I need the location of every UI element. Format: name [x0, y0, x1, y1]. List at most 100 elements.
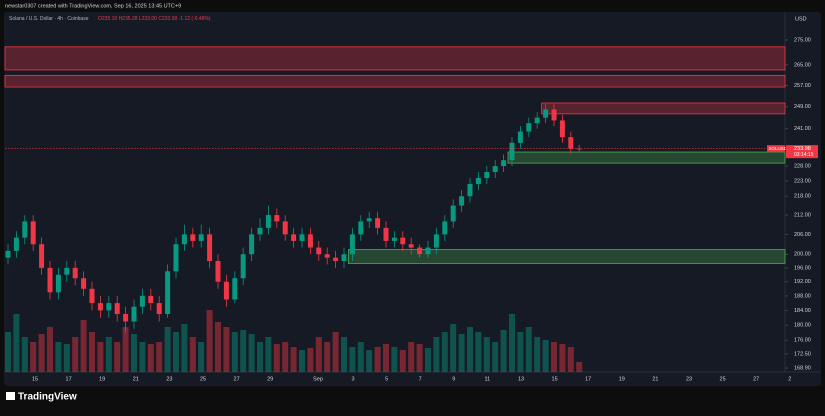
- volume-bar: [441, 332, 448, 372]
- y-tick-label: 257.00: [794, 83, 811, 89]
- volume-bar: [509, 314, 515, 372]
- y-tick-label: 228.00: [794, 164, 811, 170]
- x-tick-label: Sep: [313, 376, 323, 382]
- candle-body: [265, 215, 271, 228]
- candle-body: [492, 166, 498, 172]
- volume-bar: [55, 342, 62, 372]
- candle-body: [484, 171, 490, 178]
- candle-body: [576, 148, 582, 150]
- volume-bar: [534, 337, 541, 372]
- volume-bar: [542, 340, 549, 372]
- volume-bar: [567, 347, 574, 372]
- candle-body: [324, 254, 330, 258]
- volume-bar: [231, 332, 238, 372]
- volume-bar: [38, 334, 45, 372]
- candle-body: [366, 218, 372, 222]
- candle-body: [249, 234, 255, 255]
- candle-body: [559, 120, 565, 138]
- volume-bar: [5, 332, 11, 372]
- candle-body: [89, 288, 95, 304]
- candle-body: [47, 267, 53, 293]
- candle-body: [148, 295, 154, 304]
- candle-body: [97, 303, 103, 311]
- symbol-box: [767, 145, 785, 153]
- candle-body: [391, 237, 397, 241]
- volume-bar: [105, 337, 112, 372]
- candle-body: [223, 281, 229, 300]
- volume-bar: [173, 332, 179, 372]
- y-tick-label: 223.00: [794, 178, 811, 184]
- candle-body: [349, 234, 355, 255]
- x-tick-label: 5: [385, 376, 388, 382]
- candle-body: [341, 254, 347, 262]
- volume-bar: [551, 342, 557, 372]
- countdown: 03:14:15: [794, 152, 814, 158]
- zone: [4, 46, 786, 71]
- y-tick-label: 206.00: [794, 232, 811, 238]
- candle-body: [375, 218, 381, 228]
- volume-bar: [282, 342, 289, 372]
- zone: [4, 74, 786, 88]
- x-tick-label: 7: [419, 376, 422, 382]
- candle-body: [72, 267, 78, 279]
- candle-body: [55, 274, 61, 293]
- candle-body: [459, 196, 465, 206]
- y-tick-label: 275.00: [794, 37, 811, 43]
- last-price-label: 233.98: [794, 146, 811, 152]
- volume-bar: [576, 362, 583, 372]
- volume-bar: [131, 334, 137, 372]
- volume-bar: [257, 342, 263, 372]
- volume-bar: [366, 350, 373, 372]
- candle-body: [5, 250, 11, 258]
- candle-body: [501, 160, 507, 167]
- y-tick-label: 180.00: [794, 323, 811, 329]
- candle-body: [551, 109, 557, 121]
- candle-body: [316, 247, 322, 255]
- candle-body: [568, 137, 574, 149]
- candle-body: [291, 234, 297, 241]
- candle-body: [30, 221, 36, 245]
- x-tick-label: 15: [552, 376, 558, 382]
- candle-body: [526, 123, 532, 132]
- x-tick-label: 27: [234, 376, 240, 382]
- candle-body: [417, 247, 423, 255]
- volume-bar: [240, 330, 247, 372]
- volume-bar: [189, 337, 196, 372]
- chart-title: Solana / U.S. Dollar · 4h · Coinbase: [9, 16, 89, 22]
- x-tick-label: 3: [351, 376, 354, 382]
- candle-body: [433, 234, 439, 248]
- x-tick-label: 25: [200, 376, 206, 382]
- y-tick-label: 249.00: [794, 104, 811, 110]
- x-tick-label: 13: [518, 376, 524, 382]
- volume-bar: [357, 342, 364, 372]
- candle-body: [131, 306, 137, 322]
- volume-bar: [559, 344, 566, 372]
- x-tick-label: 17: [66, 376, 72, 382]
- y-tick-label: 200.00: [794, 252, 811, 258]
- y-tick-label: 241.00: [794, 126, 811, 132]
- candle-body: [517, 131, 523, 143]
- y-tick-label: 265.00: [794, 62, 811, 68]
- volume-bar: [147, 344, 154, 372]
- volume-bar: [122, 327, 129, 372]
- candle-body: [467, 184, 473, 197]
- y-tick-label: 212.00: [794, 212, 811, 218]
- price-box: [786, 145, 818, 159]
- volume-bar: [399, 350, 406, 372]
- credit: newstar0307 created with TradingView.com…: [5, 3, 181, 9]
- candle-body: [299, 234, 305, 241]
- volume-bar: [80, 320, 87, 372]
- volume-bar: [492, 342, 499, 372]
- volume-bar: [383, 344, 389, 372]
- volume-bar: [315, 337, 322, 372]
- volume-bar: [467, 327, 473, 372]
- volume-bar: [416, 344, 423, 372]
- candle-body: [64, 267, 70, 275]
- volume-bar: [30, 342, 37, 372]
- volume-bar: [475, 332, 482, 372]
- x-tick-label: 27: [753, 376, 759, 382]
- candle-body: [215, 261, 221, 282]
- candle-body: [81, 278, 87, 289]
